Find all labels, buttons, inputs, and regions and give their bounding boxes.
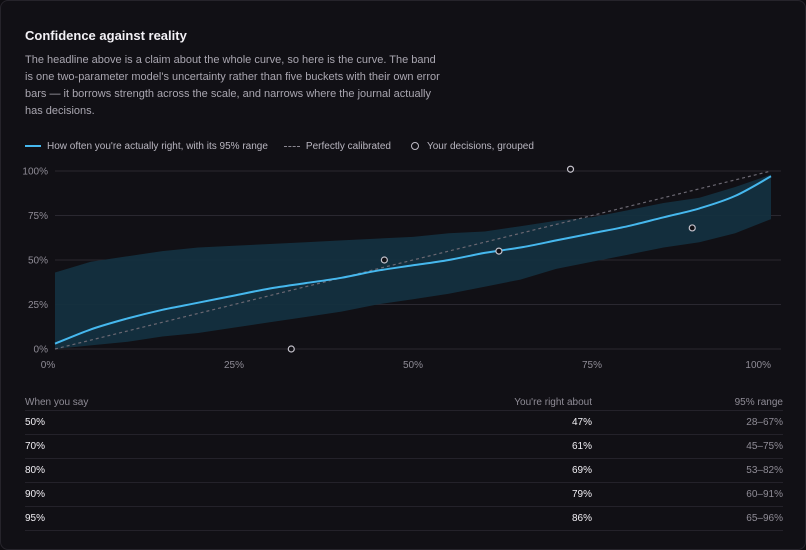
legend-swatch-points — [410, 142, 419, 150]
card-title: Confidence against reality — [25, 28, 187, 43]
cell-range: 53–82% — [746, 465, 783, 476]
cell-range: 28–67% — [746, 417, 783, 428]
y-tick-label: 0% — [34, 345, 49, 356]
legend-swatch-fit — [25, 145, 41, 147]
cell-range: 45–75% — [746, 441, 783, 452]
cell-actual: 86% — [571, 513, 592, 524]
x-tick-label: 25% — [224, 360, 244, 371]
card-description: The headline above is a claim about the … — [25, 54, 440, 117]
legend-label-diagonal: Perfectly calibrated — [305, 140, 391, 152]
cell-range: 60–91% — [746, 489, 783, 500]
calibration-table: When you say You're right about 95% rang… — [25, 394, 783, 531]
table-row: 70% 61% 45–75% — [25, 435, 783, 459]
legend-item-diagonal: Perfectly calibrated — [283, 140, 391, 152]
x-tick-label: 75% — [582, 360, 602, 371]
cell-stated: 50% — [25, 417, 46, 428]
table-row: 50% 47% 28–67% — [25, 411, 783, 435]
y-tick-label: 25% — [28, 300, 48, 311]
calibration-chart: 0% 25% 50% 75% 100% 0% 25% 50% 75% 100% — [22, 165, 781, 371]
legend-swatch-diagonal — [283, 145, 300, 147]
calibration-diagonal — [54, 170, 772, 350]
cell-actual: 79% — [571, 489, 592, 500]
header-right-about: You're right about — [514, 396, 592, 408]
table-row: 80% 69% 53–82% — [25, 459, 783, 483]
confidence-band — [55, 174, 771, 349]
x-tick-label: 0% — [41, 360, 56, 371]
header-when-you-say: When you say — [25, 396, 89, 408]
cell-range: 65–96% — [746, 513, 783, 524]
decision-point — [566, 165, 575, 173]
x-tick-label: 100% — [745, 360, 771, 371]
legend-label-fit: How often you're actually right, with it… — [47, 140, 268, 152]
table-header-row: When you say You're right about 95% rang… — [25, 394, 783, 411]
cell-actual: 69% — [571, 465, 592, 476]
legend-item-fit: How often you're actually right, with it… — [25, 141, 268, 152]
cell-actual: 47% — [571, 417, 592, 428]
cell-stated: 95% — [25, 513, 46, 524]
y-tick-label: 50% — [28, 256, 48, 267]
decision-point — [380, 256, 388, 264]
decision-point — [287, 345, 295, 353]
y-tick-label: 75% — [28, 211, 48, 222]
decision-point — [688, 224, 696, 232]
y-tick-label: 100% — [22, 167, 48, 178]
x-tick-label: 50% — [403, 360, 423, 371]
table-row: 90% 79% 60–91% — [25, 483, 783, 507]
cell-actual: 61% — [571, 441, 592, 452]
chart-legend: How often you're actually right, with it… — [25, 139, 550, 153]
decision-point — [495, 247, 503, 255]
legend-item-points: Your decisions, grouped — [407, 141, 534, 152]
cell-stated: 90% — [25, 489, 46, 500]
cell-stated: 80% — [25, 465, 46, 476]
header-range: 95% range — [734, 396, 783, 408]
legend-label-points: Your decisions, grouped — [426, 140, 534, 152]
table-row: 95% 86% 65–96% — [25, 507, 783, 531]
cell-stated: 70% — [25, 441, 46, 452]
fit-line — [54, 175, 772, 345]
